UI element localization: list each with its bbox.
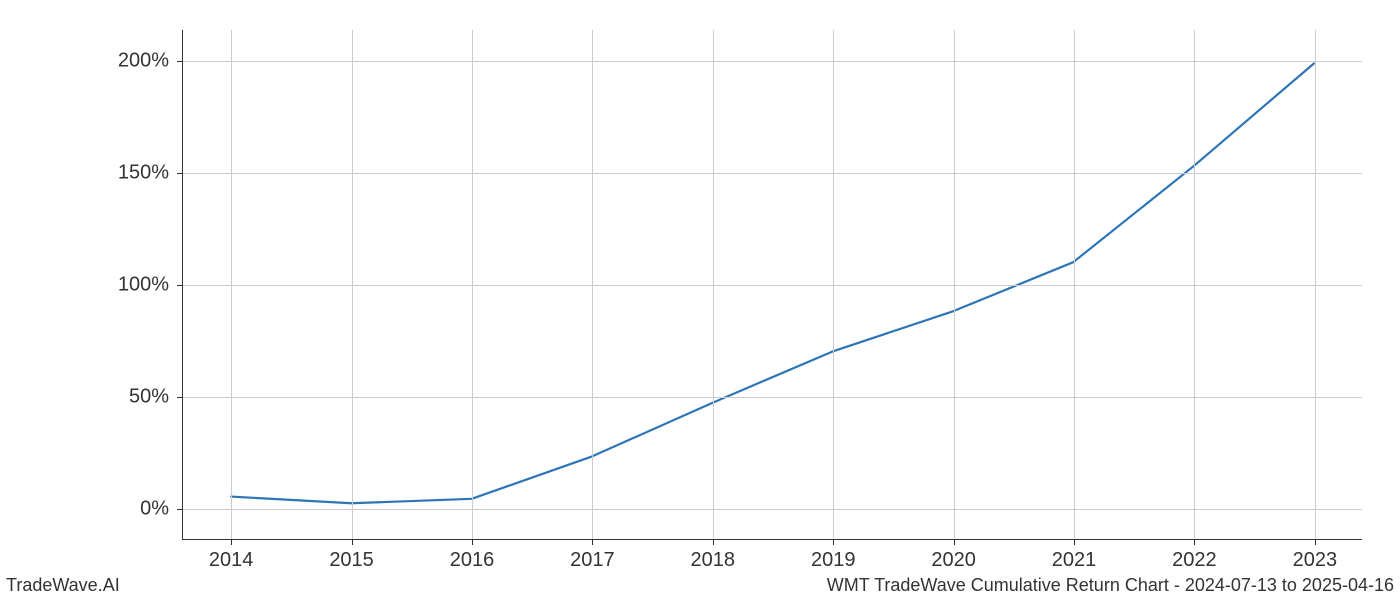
x-tick-label: 2020 <box>931 549 976 572</box>
gridline-vertical <box>1315 30 1316 539</box>
y-tick-label: 0% <box>140 497 169 520</box>
x-tick-mark <box>352 539 353 545</box>
x-tick-label: 2022 <box>1172 549 1217 572</box>
chart-area: 0%50%100%150%200%20142015201620172018201… <box>182 30 1362 540</box>
gridline-vertical <box>231 30 232 539</box>
y-tick-mark <box>177 173 183 174</box>
x-tick-label: 2018 <box>691 549 736 572</box>
footer-caption: WMT TradeWave Cumulative Return Chart - … <box>827 575 1394 596</box>
gridline-horizontal <box>183 285 1362 286</box>
x-tick-label: 2016 <box>450 549 495 572</box>
x-tick-mark <box>1315 539 1316 545</box>
x-tick-mark <box>1074 539 1075 545</box>
x-tick-label: 2015 <box>329 549 374 572</box>
x-tick-mark <box>954 539 955 545</box>
gridline-horizontal <box>183 173 1362 174</box>
x-tick-label: 2014 <box>209 549 254 572</box>
y-tick-mark <box>177 509 183 510</box>
x-tick-label: 2021 <box>1052 549 1097 572</box>
y-tick-label: 50% <box>129 385 169 408</box>
y-tick-mark <box>177 397 183 398</box>
gridline-vertical <box>1074 30 1075 539</box>
x-tick-label: 2023 <box>1293 549 1338 572</box>
y-tick-label: 150% <box>118 162 169 185</box>
gridline-horizontal <box>183 509 1362 510</box>
x-tick-label: 2017 <box>570 549 615 572</box>
footer-brand: TradeWave.AI <box>6 575 120 596</box>
gridline-vertical <box>713 30 714 539</box>
x-tick-mark <box>1194 539 1195 545</box>
gridline-horizontal <box>183 61 1362 62</box>
y-tick-mark <box>177 285 183 286</box>
x-tick-mark <box>592 539 593 545</box>
gridline-vertical <box>592 30 593 539</box>
x-tick-mark <box>231 539 232 545</box>
gridline-vertical <box>352 30 353 539</box>
y-tick-label: 200% <box>118 50 169 73</box>
gridline-horizontal <box>183 397 1362 398</box>
gridline-vertical <box>833 30 834 539</box>
x-tick-mark <box>472 539 473 545</box>
x-tick-mark <box>713 539 714 545</box>
y-tick-mark <box>177 61 183 62</box>
gridline-vertical <box>472 30 473 539</box>
gridline-vertical <box>954 30 955 539</box>
plot-area: 0%50%100%150%200%20142015201620172018201… <box>182 30 1362 540</box>
x-tick-mark <box>833 539 834 545</box>
y-tick-label: 100% <box>118 274 169 297</box>
x-tick-label: 2019 <box>811 549 856 572</box>
gridline-vertical <box>1194 30 1195 539</box>
